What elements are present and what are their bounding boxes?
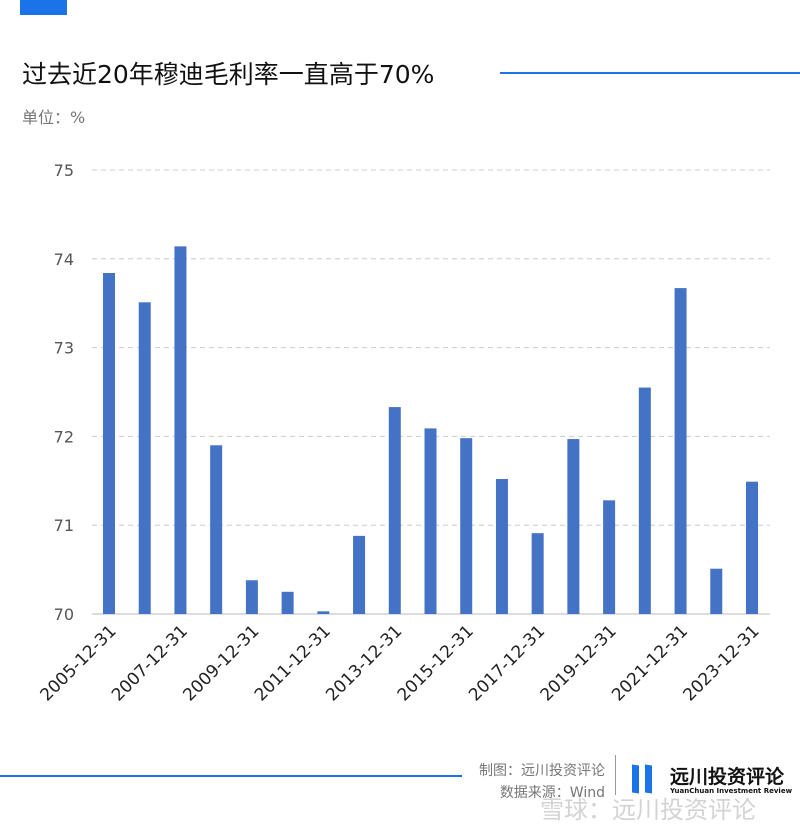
bar — [674, 288, 687, 614]
x-tick-label: 2019-12-31 — [537, 621, 621, 705]
logo-subtext: YuanChuan Investment Review — [670, 787, 793, 795]
bar-chart: 70 71 72 73 74 75 2005-12-312007-12-312009-12-… — [37, 161, 770, 705]
bar — [531, 533, 544, 614]
x-tick-label: 2009-12-31 — [179, 621, 263, 705]
bar — [353, 535, 366, 614]
logo-separator — [615, 755, 616, 795]
bar — [317, 611, 330, 614]
bar — [746, 481, 758, 614]
bar — [103, 273, 115, 614]
title-divider — [500, 72, 800, 74]
x-tick-label: 2017-12-31 — [465, 621, 549, 705]
watermark: 雪球：远川投资评论 — [540, 796, 756, 824]
bar — [638, 387, 651, 614]
x-tick-label: 2023-12-31 — [680, 621, 764, 705]
y-tick-label: 71 — [54, 516, 74, 535]
x-tick-label: 2021-12-31 — [608, 621, 692, 705]
source-text: 数据来源：Wind — [499, 785, 605, 801]
bar — [388, 407, 401, 614]
bar — [174, 246, 187, 615]
y-tick-label: 73 — [54, 339, 74, 358]
x-tick-label: 2007-12-31 — [108, 621, 192, 705]
chart-title: 过去近20年穆迪毛利率一直高于70% — [22, 60, 435, 89]
bottom-divider — [0, 775, 462, 777]
bar — [603, 500, 616, 614]
y-tick-label: 74 — [54, 250, 74, 269]
x-tick-label: 2013-12-31 — [322, 621, 406, 705]
logo-text: 远川投资评论 — [670, 766, 785, 788]
bar — [281, 591, 294, 614]
top-accent-block — [20, 0, 67, 15]
bar — [495, 479, 508, 614]
bar — [710, 568, 723, 614]
bar — [460, 438, 473, 614]
unit-label: 单位：% — [22, 108, 86, 127]
y-tick-label: 70 — [54, 605, 74, 624]
bar — [210, 445, 223, 614]
bar — [138, 302, 151, 614]
x-tick-label: 2015-12-31 — [394, 621, 478, 705]
x-tick-label: 2005-12-31 — [37, 621, 121, 705]
y-tick-label: 72 — [54, 427, 74, 446]
y-tick-label: 75 — [54, 161, 74, 180]
bar — [245, 580, 258, 614]
credit-text: 制图：远川投资评论 — [479, 763, 605, 779]
bar — [424, 428, 437, 614]
x-tick-label: 2011-12-31 — [251, 621, 335, 705]
bar — [567, 439, 580, 614]
